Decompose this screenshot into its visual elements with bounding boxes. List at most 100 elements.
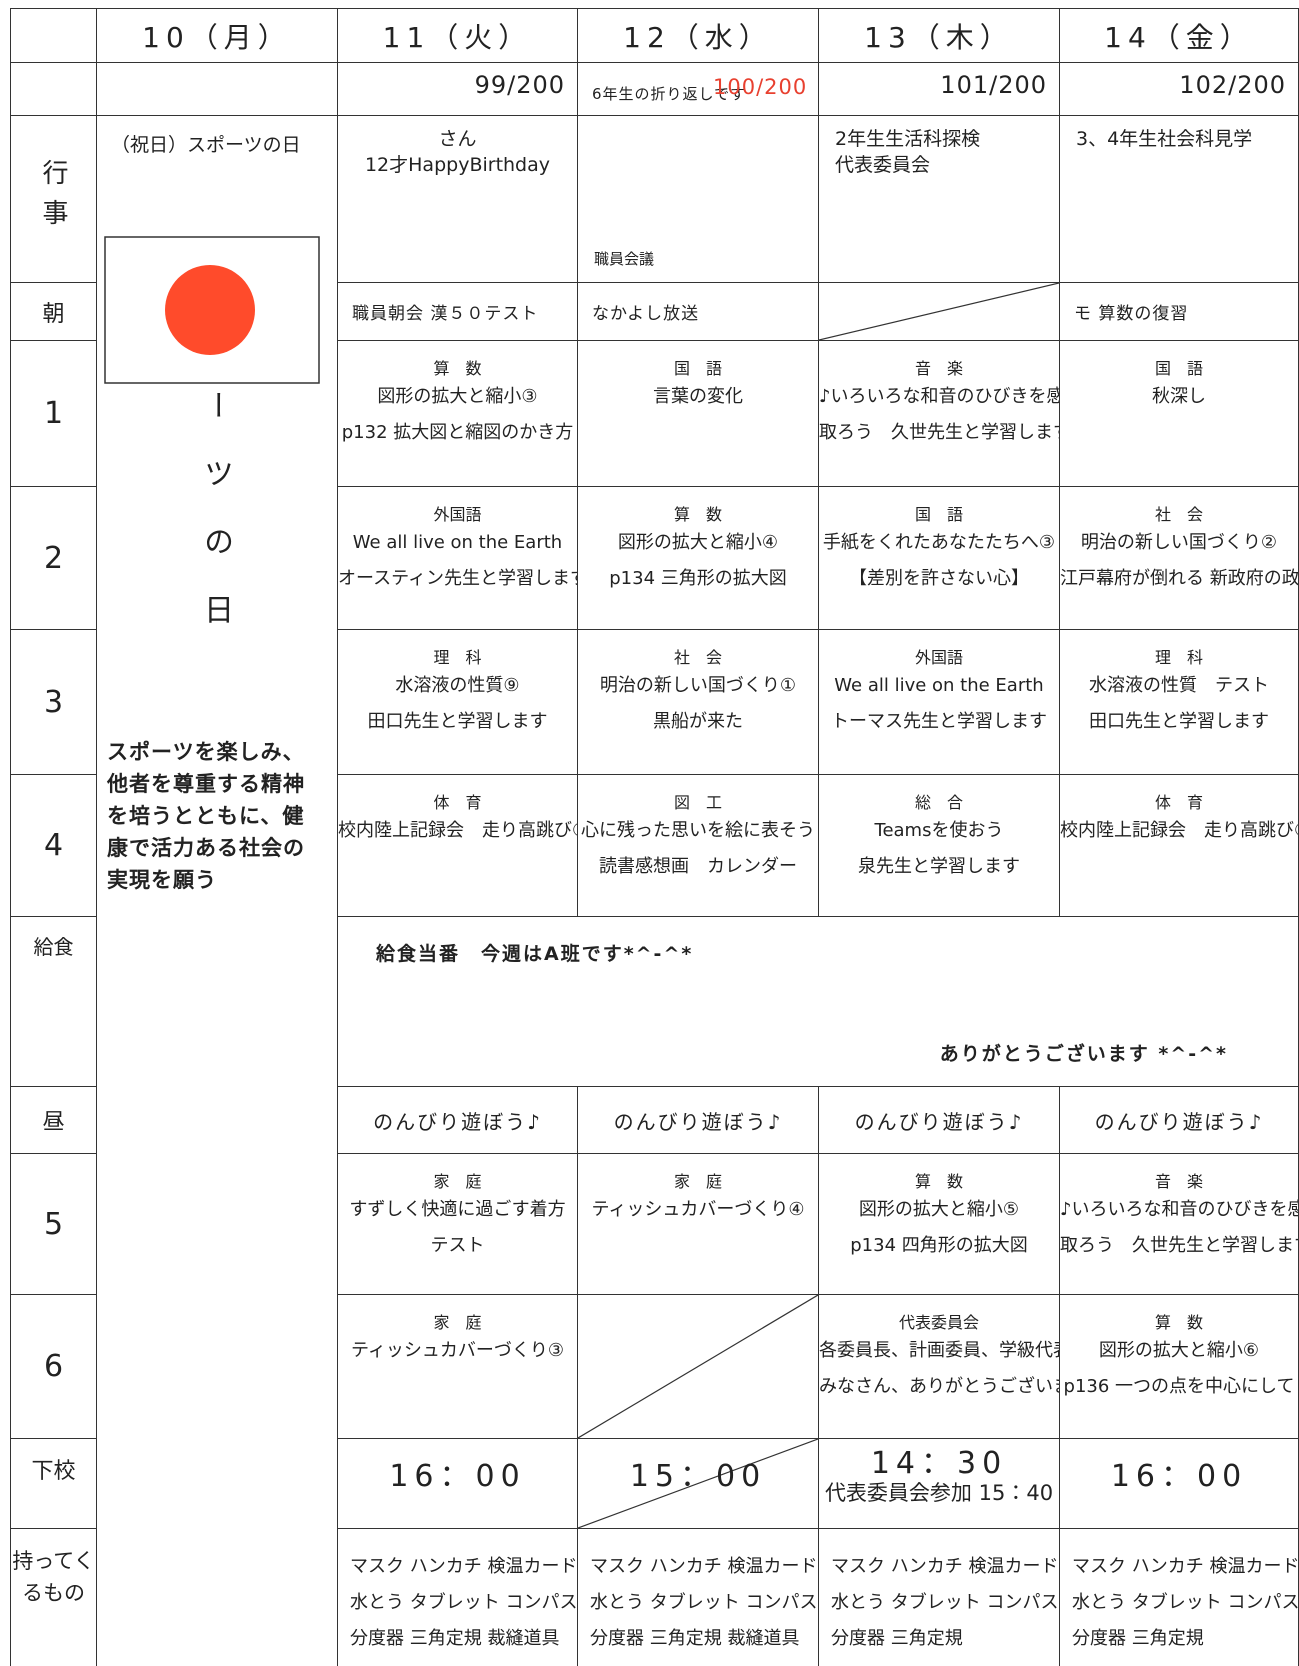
flag [104,236,320,384]
dismissal-cell: 15：00 [577,1438,819,1529]
diagonal [819,283,1059,340]
bring-item: マスク ハンカチ 検温カード [831,1556,1059,1577]
morning-cell: なかよし放送 [577,282,819,341]
event-cell: 2年生生活科探検 代表委員会 [818,115,1060,283]
recess-text: のんびり遊ぼう♪ [613,1109,783,1134]
subject: 外国語 [433,505,482,524]
period-detail: 図形の拡大と縮小⑤ [858,1199,1020,1220]
row-label: 1 [43,396,64,431]
period-detail: 各委員長、計画委員、学級代表の [819,1340,1059,1361]
bring-cell: マスク ハンカチ 検温カード 水とう タブレット コンパス 分度器 三角定規 [1059,1528,1299,1666]
period-cell: 算 数図形の拡大と縮小⑤ p134 四角形の拡大図 [818,1153,1060,1295]
period-cell: 図 工心に残った思いを絵に表そう 読書感想画 カレンダー [577,774,819,917]
row-label: 6 [43,1349,64,1384]
period-cell: 音 楽 ♪いろいろな和音のひびきを感じ 取ろう 久世先生と学習します [818,340,1060,487]
period-detail: 【差別を許さない心】 [849,568,1029,589]
period-cell: 家 庭ティッシュカバーづくり③ [337,1294,578,1439]
count-cell: 6年生の折り返しです 100/200 [577,62,819,116]
dismissal-time: 15：00 [629,1459,767,1494]
period-detail: We all live on the Earth [352,532,563,553]
row-label-cell: 4 [10,774,97,917]
period-detail: 取ろう 久世先生と学習します [819,422,1060,443]
period-cell: 社 会明治の新しい国づくり② 江戸幕府が倒れる 新政府の政治 [1059,486,1299,630]
bring-item: マスク ハンカチ 検温カード [590,1556,818,1577]
row-label-cell: 3 [10,629,97,775]
count-cell: 102/200 [1059,62,1299,116]
event-line: 2年生生活科探検 [835,128,981,150]
row-label: 朝 [42,301,65,327]
event-line: 代表委員会 [835,154,931,176]
period-cell: 算 数図形の拡大と縮小⑥ p136 一つの点を中心にして [1059,1294,1299,1439]
subject: 国 語 [673,359,722,378]
bring-item: 分度器 三角定規 裁縫道具 [590,1628,800,1649]
period-detail: みなさん、ありがとうございます [819,1376,1059,1397]
row-label-cell: 持ってくるもの [10,1528,97,1666]
period-cell: 家 庭すずしく快適に過ごす着方 テスト [337,1153,578,1295]
lunch-thanks: ありがとうございます *^-^* [939,1043,1228,1065]
bring-item: 分度器 三角定規 [831,1628,963,1649]
event-line: 3、4年生社会科見学 [1076,128,1253,150]
period-detail: 明治の新しい国づくり① [599,675,797,696]
period-detail: 図形の拡大と縮小④ [617,532,779,553]
bring-item: 分度器 三角定規 裁縫道具 [350,1628,560,1649]
diagonal [578,1295,818,1438]
period-detail: 言葉の変化 [653,386,743,407]
period-detail: p134 三角形の拡大図 [609,568,787,589]
day-label: 12（水） [623,20,773,54]
recess-text: のんびり遊ぼう♪ [1094,1109,1264,1134]
holiday-message: スポーツを楽しみ、他者を尊重する精神を培うとともに、健康で活力ある社会の実現を願… [107,740,305,892]
corner-cell [10,8,97,63]
period-detail: ♪いろいろな和音のひびきを感じ [1060,1199,1299,1220]
holiday-name: （祝日）スポーツの日 [111,134,301,156]
period-cell: 国 語言葉の変化 [577,340,819,487]
morning-cell [818,282,1060,341]
bring-item: 水とう タブレット コンパス [590,1592,818,1613]
recess-text: のんびり遊ぼう♪ [854,1109,1024,1134]
event-cell: 3、4年生社会科見学 [1059,115,1299,283]
subject: 算 数 [433,359,482,378]
period-cell: 国 語手紙をくれたあなたたちへ③ 【差別を許さない心】 [818,486,1060,630]
subject: 理 科 [1154,648,1203,667]
row-label: 4 [43,828,64,863]
period-detail: ティッシュカバーづくり③ [350,1340,565,1361]
recess-cell: のんびり遊ぼう♪ [1059,1086,1299,1154]
day-header: 13（木） [818,8,1060,63]
row-label: 行事 [38,159,68,239]
period-cell: 家 庭ティッシュカバーづくり④ [577,1153,819,1295]
period-detail: 泉先生と学習します [858,856,1020,877]
recess-cell: のんびり遊ぼう♪ [577,1086,819,1154]
period-detail: 読書感想画 カレンダー [599,856,797,877]
row-label-cell: 昼 [10,1086,97,1154]
period-cell: 社 会明治の新しい国づくり① 黒船が来た [577,629,819,775]
period-cell [577,1294,819,1439]
period-cell: 理 科水溶液の性質 テスト 田口先生と学習します [1059,629,1299,775]
count-cell: 101/200 [818,62,1060,116]
count-value: 102/200 [1179,71,1286,99]
row-label-cell: 下校 [10,1438,97,1529]
period-cell: 音 楽 ♪いろいろな和音のひびきを感じ 取ろう 久世先生と学習します [1059,1153,1299,1295]
count-cell [96,62,338,116]
dismissal-time: 14：30 [870,1446,1008,1481]
diagonal [578,1439,818,1528]
period-detail: 田口先生と学習します [1089,711,1269,732]
period-detail: 図形の拡大と縮小⑥ [1098,1340,1260,1361]
row-label: 昼 [42,1110,65,1135]
corner-cell [10,62,97,116]
period-detail: 田口先生と学習します [367,711,548,732]
subject: 家 庭 [433,1172,482,1191]
subject: 代表委員会 [898,1313,979,1332]
subject: 家 庭 [673,1172,722,1191]
period-detail: トーマス先生と学習します [831,711,1047,732]
bring-cell: マスク ハンカチ 検温カード 水とう タブレット コンパス 分度器 三角定規 裁縫道… [337,1528,578,1666]
period-cell: 外国語 We all live on the Earth オースティン先生と学習しま… [337,486,578,630]
period-cell: 国 語秋深し [1059,340,1299,487]
subject: 総 合 [914,793,963,812]
bring-item: マスク ハンカチ 検温カード [1072,1556,1299,1577]
period-cell: 体 育校内陸上記録会 走り高跳び② [1059,774,1299,917]
day-label: 10（月） [142,20,292,54]
bring-item: マスク ハンカチ 検温カード [350,1556,578,1577]
day-header: 12（水） [577,8,819,63]
dismissal-time: 16：00 [389,1459,526,1494]
period-detail: すずしく快適に過ごす着方 [349,1199,566,1220]
